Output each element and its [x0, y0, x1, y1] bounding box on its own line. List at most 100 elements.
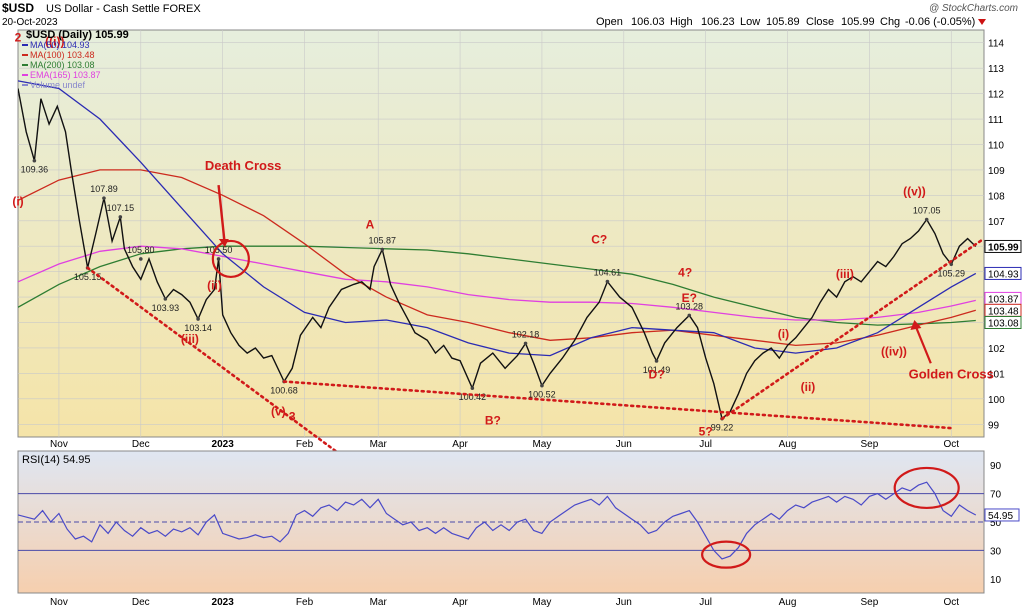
wave-label: (i) [778, 327, 789, 341]
rsi-tick-label: 10 [990, 575, 1002, 586]
right-value-label: 103.48 [988, 306, 1019, 317]
month-label: Dec [132, 439, 150, 450]
price-data-label: 107.05 [913, 206, 941, 216]
rsi-tick-label: 90 [990, 461, 1002, 472]
wave-label: E? [682, 291, 697, 305]
price-tick-label: 99 [988, 420, 1000, 431]
price-data-label: 105.50 [205, 245, 233, 255]
wave-label: 3 [289, 409, 296, 423]
wave-label: 4? [678, 266, 692, 280]
death-cross-circle [211, 239, 250, 279]
high-value: 106.23 [701, 16, 735, 28]
month-label-bottom: Aug [779, 597, 797, 608]
price-tick-label: 100 [988, 395, 1005, 406]
wave-label: (ii) [801, 380, 816, 394]
rsi-oversold-circle [701, 540, 752, 569]
rsi-tick-label: 70 [990, 490, 1002, 501]
price-point-marker [605, 279, 610, 284]
month-label-bottom: Jun [616, 597, 632, 608]
down-arrow-icon [978, 19, 986, 25]
price-point-marker [949, 262, 954, 267]
price-data-label: 107.15 [107, 203, 135, 213]
rsi-last-value: 54.95 [988, 511, 1013, 522]
price-point-marker [196, 317, 200, 321]
month-label-bottom: Sep [860, 597, 878, 608]
wave-label: (v) [271, 404, 286, 418]
open-label: Open [596, 16, 623, 28]
price-data-label: 101.49 [643, 365, 671, 375]
legend-entry: EMA(165) 103.87 [30, 70, 101, 80]
month-label-bottom: Oct [943, 597, 959, 608]
price-point-marker [523, 341, 528, 346]
wave-label: (iii) [836, 267, 854, 281]
rsi-tick-label: 50 [990, 518, 1002, 529]
legend-entry: MA(50) 104.93 [30, 40, 90, 50]
annotation-label: Golden Cross [909, 366, 994, 381]
price-point-marker [540, 383, 544, 388]
series-line-ma50 [18, 80, 977, 357]
price-data-label: 103.93 [152, 303, 180, 313]
month-label-bottom: Jul [699, 597, 712, 608]
right-value-box [984, 266, 1022, 280]
low-value: 105.89 [766, 16, 800, 28]
price-tick-label: 111 [988, 115, 1004, 126]
legend-entry: MA(200) 103.08 [30, 60, 95, 70]
price-tick-label: 107 [988, 217, 1005, 228]
watermark: @ StockCharts.com [929, 3, 1018, 14]
price-data-label: 107.89 [90, 184, 118, 194]
price-data-label: 109.36 [21, 165, 49, 175]
annotation-label: Death Cross [205, 158, 282, 173]
wave-label: ((v)) [903, 184, 926, 198]
chart-name: US Dollar - Cash Settle FOREX [46, 3, 201, 15]
month-label: Jul [699, 439, 712, 450]
price-data-label: 105.87 [369, 236, 397, 246]
price-tick-label: 114 [988, 39, 1004, 50]
wave-label: (i) [12, 195, 23, 209]
price-tick-label: 113 [988, 64, 1004, 75]
price-data-label: 103.14 [184, 323, 212, 333]
month-label: Aug [779, 439, 797, 450]
death-cross-arrow [217, 185, 227, 246]
rsi-last-box [984, 508, 1020, 522]
rsi-overbought-circle [893, 466, 960, 510]
price-point-marker [163, 297, 168, 301]
price-point-marker [216, 257, 221, 261]
rsi-line [18, 481, 977, 560]
trendline-1 [282, 380, 953, 430]
right-value-label: 105.99 [988, 242, 1019, 253]
price-tick-label: 108 [988, 191, 1005, 202]
death-cross-arrowhead [218, 238, 229, 247]
wave-label: D? [649, 367, 665, 381]
right-value-label: 103.08 [988, 318, 1019, 329]
price-point-marker [102, 196, 106, 200]
month-label: 2023 [212, 439, 235, 450]
wave-label: 5? [699, 425, 713, 439]
close-value: 105.99 [841, 16, 875, 28]
right-value-label: 103.87 [988, 294, 1019, 305]
month-label-bottom: Apr [452, 597, 468, 608]
low-label: Low [740, 16, 760, 28]
legend-entry: Volume undef [30, 80, 86, 90]
rsi-title: RSI(14) 54.95 [22, 454, 90, 466]
wave-label: 2 [15, 30, 22, 44]
month-label-bottom: Mar [370, 597, 388, 608]
month-label-bottom: Dec [132, 597, 150, 608]
price-point-marker [32, 158, 37, 163]
month-label: Oct [943, 439, 959, 450]
month-label: Apr [452, 439, 468, 450]
right-value-box [984, 315, 1022, 329]
price-tick-label: 109 [988, 166, 1005, 177]
price-data-label: 104.61 [594, 268, 622, 278]
wave-label: ((i)) [45, 34, 64, 48]
chart-date: 20-Oct-2023 [2, 17, 58, 28]
price-data-label: 102.18 [512, 329, 540, 339]
chg-value: -0.06 (-0.05%) [905, 16, 975, 28]
month-label-bottom: 2023 [212, 597, 235, 608]
chg-label: Chg [880, 16, 900, 28]
price-data-label: 100.68 [270, 386, 298, 396]
month-label: Nov [50, 439, 68, 450]
month-label-bottom: Feb [296, 597, 314, 608]
ohlc-readout: Open 106.03 High 106.23 Low 105.89 Close… [596, 16, 986, 28]
price-tick-label: 110 [988, 140, 1004, 151]
